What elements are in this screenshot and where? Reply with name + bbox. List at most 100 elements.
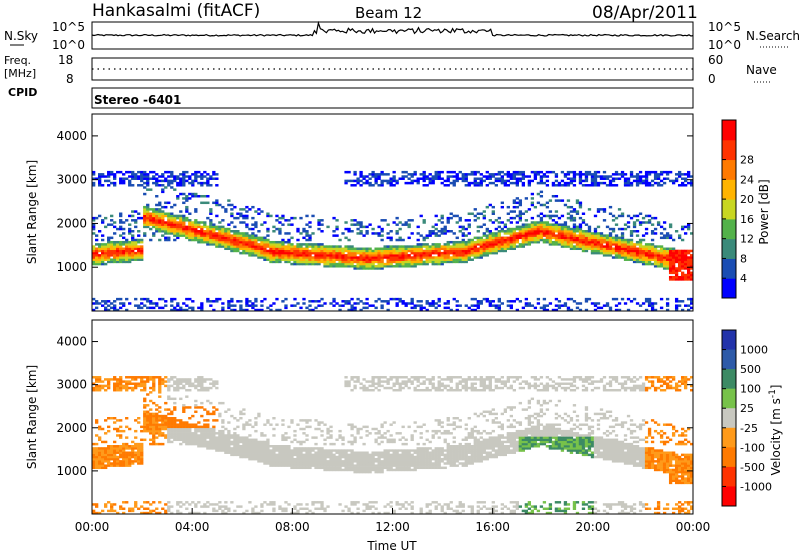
colorbar-swatch [722,199,736,220]
power-echo-cell [602,245,607,248]
velocity-echo-cell [122,445,126,448]
power-echo-cell [146,219,150,222]
power-echo-cell [641,181,646,185]
power-echo-cell [170,216,174,220]
power-echo-cell [446,249,450,253]
power-echo-cell [395,245,399,248]
power-echo-cell [113,175,117,178]
velocity-echo-cell [197,376,201,379]
power-echo-cell [227,247,231,251]
power-echo-cell [497,177,501,180]
power-echo-cell [389,181,393,185]
power-echo-cell [608,181,613,185]
power-echo-cell [644,260,649,264]
power-echo-cell [623,249,628,253]
power-echo-cell [503,225,507,229]
velocity-echo-cell [167,507,171,510]
velocity-echo-cell [194,404,198,407]
power-echo-cell [296,254,300,257]
power-echo-cell [437,254,441,257]
power-echo-cell [218,238,222,242]
power-echo-cell [464,258,468,261]
power-echo-cell [488,238,492,242]
power-echo-cell [128,175,132,178]
power-echo-cell [368,262,372,266]
power-echo-cell [542,232,547,235]
power-echo-cell [245,223,249,226]
power-echo-cell [674,249,679,253]
power-echo-cell [638,304,643,307]
power-echo-cell [668,262,673,266]
power-echo-cell [149,227,153,231]
power-echo-cell [269,240,273,244]
power-echo-cell [638,258,643,261]
power-echo-cell [449,256,453,259]
power-echo-cell [239,300,243,303]
power-echo-cell [530,179,535,183]
power-echo-cell [578,243,583,246]
power-echo-cell [236,300,240,303]
power-echo-cell [677,249,682,253]
power-echo-cell [260,249,264,253]
power-echo-cell [257,256,261,259]
velocity-echo-cell [125,384,129,388]
power-echo-cell [149,223,153,226]
power-echo-cell [374,265,378,268]
power-echo-cell [383,265,387,268]
power-echo-cell [134,247,138,251]
power-echo-cell [311,249,315,253]
velocity-echo-cell [260,445,264,448]
power-echo-cell [377,254,381,257]
power-echo-cell [671,262,676,266]
power-echo-cell [299,251,303,255]
velocity-echo-cell [281,509,285,513]
power-echo-cell [503,247,507,251]
velocity-echo-cell [113,388,117,392]
power-echo-cell [371,258,375,261]
power-echo-cell [431,245,435,248]
velocity-echo-cell [143,417,147,420]
power-echo-cell [488,219,492,222]
velocity-echo-cell [239,505,243,508]
power-echo-cell [446,256,450,259]
velocity-echo-cell [146,410,150,413]
velocity-echo-cell [197,438,201,442]
power-echo-cell [518,177,523,180]
velocity-echo-cell [152,376,156,379]
velocity-echo-cell [260,505,264,508]
velocity-echo-cell [251,447,255,450]
power-echo-cell [539,234,544,237]
velocity-echo-cell [227,440,231,444]
power-echo-cell [254,300,258,303]
power-echo-cell [599,306,604,310]
velocity-echo-cell [263,440,267,444]
power-echo-cell [218,230,222,233]
velocity-echo-cell [125,455,129,459]
velocity-echo-cell [110,417,114,420]
power-echo-cell [413,256,417,259]
power-echo-cell [224,243,228,246]
velocity-echo-cell [221,419,225,422]
power-echo-cell [473,173,477,176]
velocity-echo-cell [185,427,189,431]
power-echo-cell [437,262,441,266]
power-echo-cell [311,232,315,235]
power-echo-cell [95,177,99,180]
velocity-echo-cell [92,376,96,379]
power-echo-cell [641,175,646,178]
velocity-echo-cell [134,442,138,446]
power-echo-cell [293,258,297,261]
power-echo-cell [392,265,396,268]
velocity-echo-cell [107,449,111,452]
power-echo-cell [155,208,159,211]
velocity-echo-cell [272,503,276,506]
power-echo-cell [107,175,111,178]
power-echo-cell [464,260,468,264]
power-echo-cell [191,223,195,226]
power-echo-cell [590,302,595,305]
power-echo-cell [230,221,234,224]
velocity-echo-cell [305,462,309,465]
power-echo-cell [539,227,544,231]
power-echo-cell [335,265,339,268]
power-echo-cell [446,258,450,261]
